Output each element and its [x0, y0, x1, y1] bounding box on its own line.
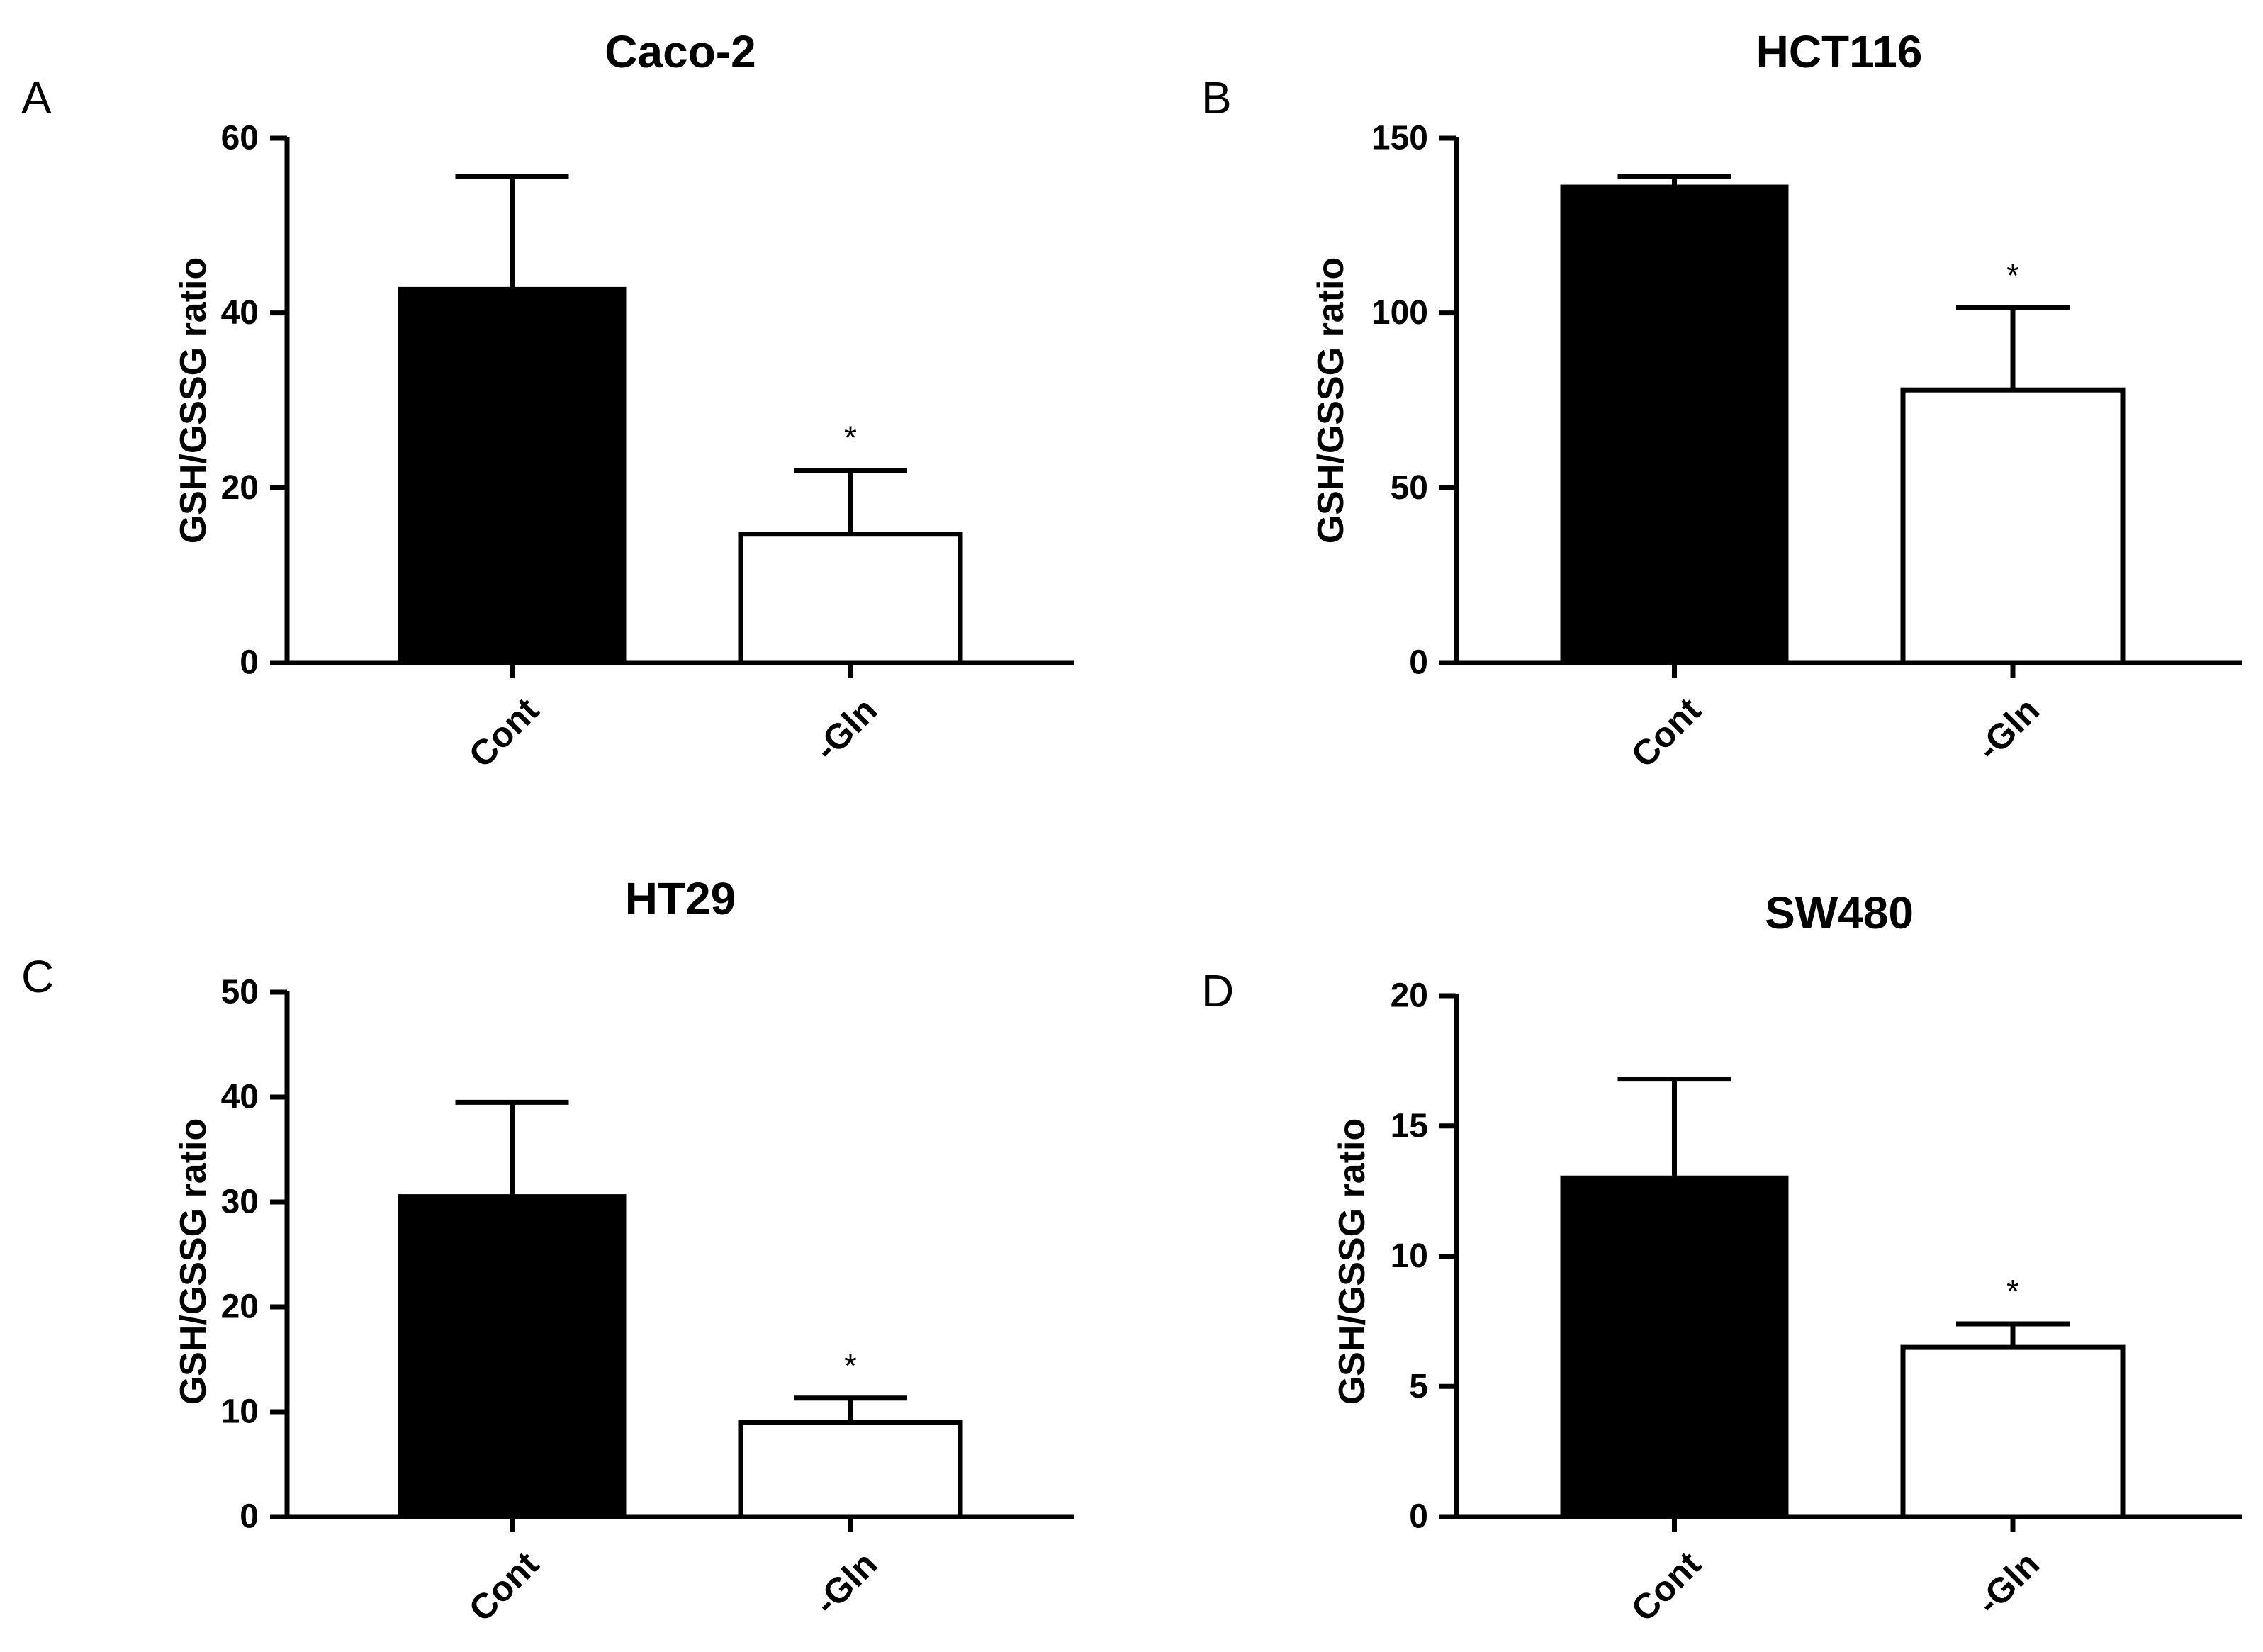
panel-letter: C: [21, 951, 54, 1002]
bar-cont: [398, 1194, 627, 1519]
chart-title: SW480: [1765, 887, 1914, 938]
y-tick-label: 150: [1371, 120, 1428, 157]
chart-title: Caco-2: [605, 26, 756, 77]
y-axis-label: GSH/GSSG ratio: [1310, 257, 1352, 544]
bar-gln: [738, 532, 963, 665]
y-tick-label: 10: [1391, 1237, 1428, 1275]
y-tick-label: 0: [240, 644, 259, 682]
y-axis-label: GSH/GSSG ratio: [173, 1118, 214, 1405]
y-tick-label: 20: [1391, 977, 1428, 1015]
y-tick-label: 0: [1409, 644, 1428, 682]
y-tick-label: 20: [221, 469, 259, 507]
y-tick-label: 40: [221, 294, 259, 332]
y-tick-label: 50: [221, 974, 259, 1011]
y-tick-label: 60: [221, 120, 259, 157]
panel-letter: B: [1201, 72, 1232, 123]
y-tick-label: 30: [221, 1184, 259, 1221]
bar-gln: [738, 1420, 963, 1519]
bar-cont: [1560, 1175, 1789, 1519]
chart-panel-a: A Caco-2 GSH/GSSG ratio Cont * -Gln 0 20 40 60: [21, 26, 1074, 775]
y-tick-label: 100: [1371, 294, 1428, 332]
chart-panel-b: B HCT116 GSH/GSSG ratio Cont * -Gln 0 50 100 150: [1201, 26, 2242, 775]
x-tick-label: -Gln: [1969, 1544, 2047, 1622]
significance-asterisk: *: [844, 1347, 857, 1384]
bar-gln: [1900, 1344, 2126, 1519]
y-tick-label: 50: [1391, 469, 1428, 507]
y-tick-label: 10: [221, 1393, 259, 1431]
x-tick-label: Cont: [461, 690, 546, 775]
y-tick-label: 0: [240, 1498, 259, 1536]
x-tick-label: -Gln: [1969, 690, 2047, 768]
panel-letter: D: [1201, 965, 1234, 1016]
x-tick-label: -Gln: [807, 690, 885, 768]
y-tick-label: 5: [1409, 1368, 1428, 1405]
y-axis-label: GSH/GSSG ratio: [173, 257, 214, 544]
y-tick-label: 40: [221, 1079, 259, 1116]
significance-asterisk: *: [2006, 257, 2019, 293]
bar-cont: [1560, 184, 1789, 665]
y-tick-label: 0: [1409, 1498, 1428, 1536]
x-tick-label: Cont: [461, 1544, 546, 1629]
y-axis-label: GSH/GSSG ratio: [1332, 1118, 1373, 1405]
chart-title: HT29: [625, 873, 736, 924]
chart-panel-d: D SW480 GSH/GSSG ratio Cont * -Gln 0 5 10 15 20: [1201, 887, 2242, 1629]
bar-cont: [398, 286, 627, 665]
y-tick-label: 20: [221, 1288, 259, 1326]
significance-asterisk: *: [2006, 1273, 2019, 1310]
bar-gln: [1900, 387, 2126, 665]
significance-asterisk: *: [844, 420, 857, 456]
chart-panel-c: C HT29 GSH/GSSG ratio Cont * -Gln 0 10 20 30 40 50: [21, 873, 1074, 1629]
chart-title: HCT116: [1756, 26, 1923, 77]
x-tick-label: -Gln: [807, 1544, 885, 1622]
x-tick-label: Cont: [1624, 690, 1709, 775]
panel-letter: A: [21, 72, 52, 123]
x-tick-label: Cont: [1624, 1544, 1709, 1629]
y-tick-label: 15: [1391, 1107, 1428, 1145]
